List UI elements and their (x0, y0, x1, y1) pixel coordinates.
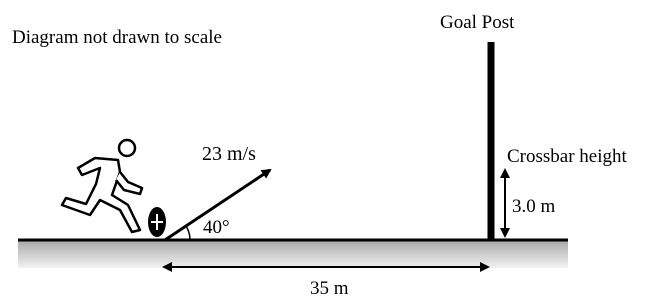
height-label: 3.0 m (512, 196, 556, 217)
angle-arc (186, 226, 190, 240)
ground (18, 240, 568, 268)
scale-note: Diagram not drawn to scale (12, 27, 222, 48)
speed-label: 23 m/s (202, 143, 256, 165)
diagram: Diagram not drawn to scale Goal Post Cro… (0, 0, 663, 301)
angle-label: 40° (203, 217, 230, 238)
crossbar-label: Crossbar height (507, 146, 628, 167)
distance-label: 35 m (310, 278, 349, 299)
runner (62, 140, 142, 232)
goal-post-label: Goal Post (440, 12, 515, 33)
football (148, 207, 166, 237)
